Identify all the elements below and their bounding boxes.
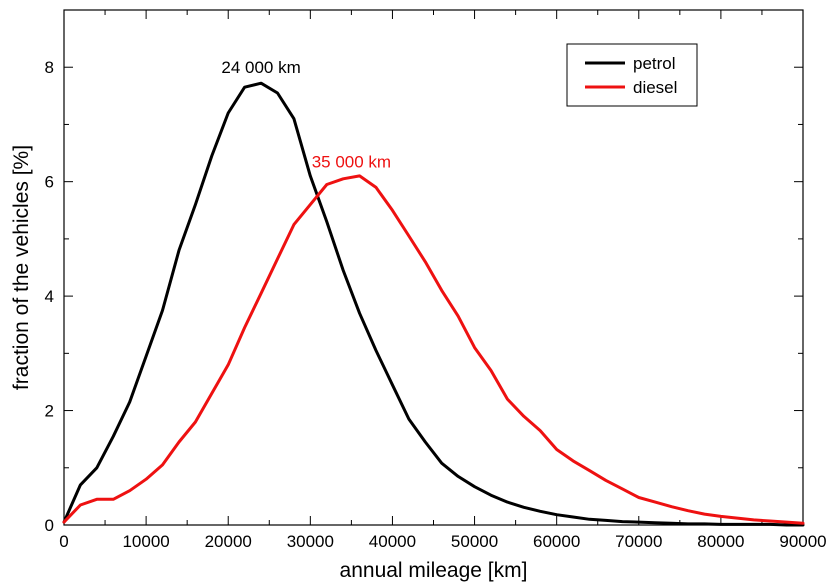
x-tick-label: 80000 bbox=[697, 532, 744, 551]
x-tick-label: 90000 bbox=[779, 532, 826, 551]
x-tick-label: 0 bbox=[59, 532, 68, 551]
y-axis-title: fraction of the vehicles [%] bbox=[10, 145, 33, 390]
x-tick-labels: 0 10000 20000 30000 40000 50000 60000 70000 8000… bbox=[59, 532, 826, 551]
legend: petrol diesel bbox=[566, 43, 698, 107]
legend-label-petrol: petrol bbox=[633, 54, 676, 73]
series-line-petrol bbox=[62, 81, 805, 527]
x-tick-label: 30000 bbox=[287, 532, 334, 551]
legend-box bbox=[566, 43, 698, 107]
annotations: 24 000 km 35 000 km bbox=[221, 58, 391, 171]
y-ticks bbox=[64, 66, 803, 526]
x-tick-label: 10000 bbox=[122, 532, 169, 551]
series-line-diesel bbox=[62, 174, 805, 525]
y-tick-label: 8 bbox=[45, 58, 54, 77]
y-tick-label: 4 bbox=[45, 287, 54, 306]
x-tick-label: 50000 bbox=[451, 532, 498, 551]
x-tick-label: 60000 bbox=[533, 532, 580, 551]
legend-label-diesel: diesel bbox=[633, 78, 677, 97]
series-lines bbox=[62, 81, 805, 527]
x-axis-title: annual mileage [km] bbox=[340, 559, 528, 582]
y-tick-label: 6 bbox=[45, 173, 54, 192]
x-tick-label: 40000 bbox=[369, 532, 416, 551]
y-tick-label: 2 bbox=[45, 402, 54, 421]
x-tick-label: 20000 bbox=[205, 532, 252, 551]
x-tick-label: 70000 bbox=[615, 532, 662, 551]
peak-annotation: 35 000 km bbox=[312, 152, 391, 171]
peak-annotation: 24 000 km bbox=[221, 58, 300, 77]
y-tick-label: 0 bbox=[45, 516, 54, 535]
y-tick-labels: 0 2 4 6 8 bbox=[45, 58, 54, 535]
